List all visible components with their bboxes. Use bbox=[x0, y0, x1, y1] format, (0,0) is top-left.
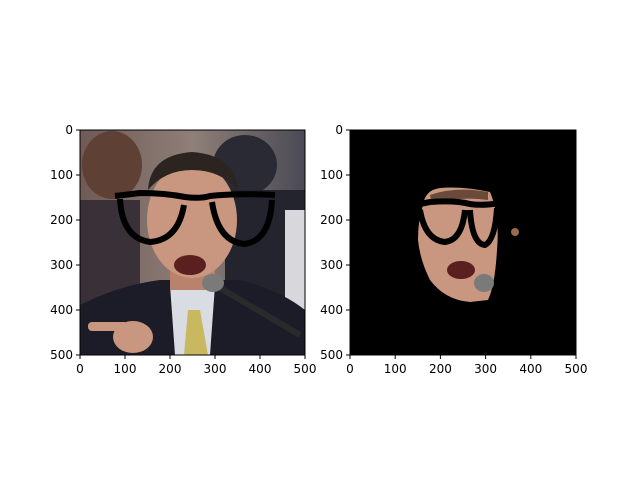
right-xtick-label: 100 bbox=[384, 362, 407, 376]
left-ytick-label: 300 bbox=[50, 258, 73, 272]
glasses-overlay bbox=[114, 189, 276, 248]
left-ytick-label: 500 bbox=[50, 348, 73, 362]
left-xtick-label: 0 bbox=[76, 362, 84, 376]
left-axes-frame bbox=[79, 129, 306, 356]
left-xtick-label: 300 bbox=[204, 362, 227, 376]
right-ytick-label: 300 bbox=[320, 258, 343, 272]
right-ytick-label: 100 bbox=[320, 168, 343, 182]
right-ytick-label: 400 bbox=[320, 303, 343, 317]
left-xtick-label: 100 bbox=[114, 362, 137, 376]
right-xtick-label: 0 bbox=[346, 362, 354, 376]
right-xtick-label: 300 bbox=[474, 362, 497, 376]
photo-image bbox=[80, 130, 305, 355]
right-xtick-label: 200 bbox=[429, 362, 452, 376]
left-ytick-label: 100 bbox=[50, 168, 73, 182]
left-xtick-label: 400 bbox=[249, 362, 272, 376]
right-ytick-label: 200 bbox=[320, 213, 343, 227]
right-ytick-label: 0 bbox=[335, 123, 343, 137]
left-ytick-label: 200 bbox=[50, 213, 73, 227]
left-ytick-label: 0 bbox=[65, 123, 73, 137]
right-xtick-label: 400 bbox=[519, 362, 542, 376]
right-xtick-label: 500 bbox=[565, 362, 588, 376]
right-ytick-label: 500 bbox=[320, 348, 343, 362]
left-xtick-label: 500 bbox=[294, 362, 317, 376]
left-xtick-label: 200 bbox=[159, 362, 182, 376]
mask-image bbox=[350, 130, 576, 355]
left-ytick-label: 400 bbox=[50, 303, 73, 317]
right-axes-frame bbox=[349, 129, 577, 356]
